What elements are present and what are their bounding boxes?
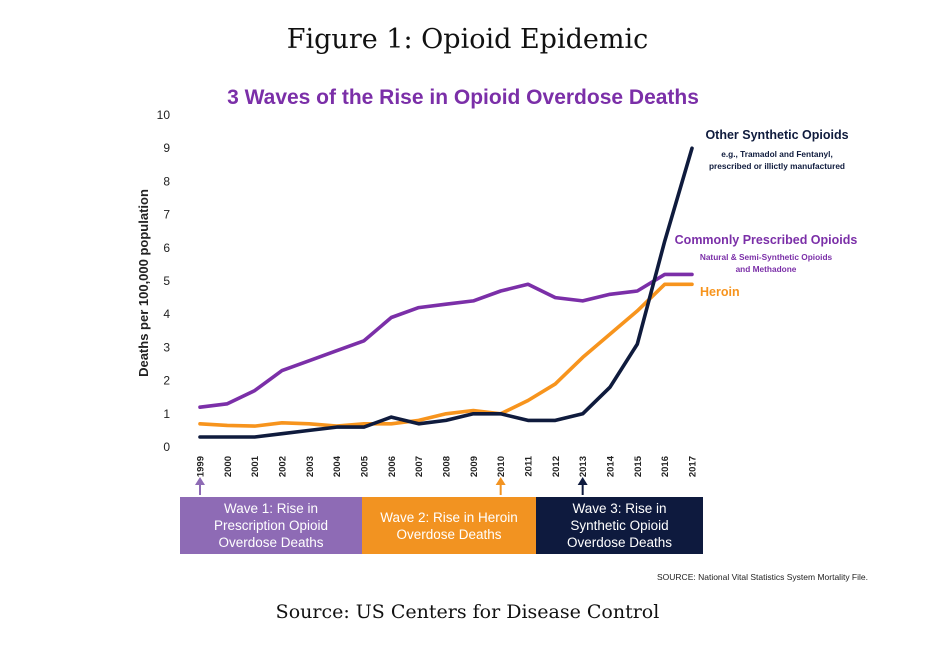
y-tick-label: 5	[163, 274, 170, 288]
series-labels: Other Synthetic Opioids e.g., Tramadol an…	[675, 128, 858, 299]
series-line-2	[198, 282, 694, 428]
x-tick-labels: 1999 2000 2001 2002 2003 2004 2005 2006 2007 2008…	[196, 455, 699, 477]
wave-label: Wave 2: Rise in Heroin Overdose Deaths	[380, 510, 518, 542]
figure-caption: Figure 1: Opioid Epidemic	[286, 24, 649, 55]
wave-box	[362, 497, 536, 554]
wave-arrow-head	[577, 477, 588, 485]
wave-arrow-head	[195, 477, 205, 485]
x-tick-label: 2004	[332, 455, 343, 477]
x-tick-label: 2017	[688, 456, 699, 477]
series-name-label: Heroin	[700, 285, 740, 299]
chart-title: 3 Waves of the Rise in Opioid Overdose D…	[227, 86, 699, 109]
x-tick-label: 2007	[414, 456, 425, 477]
y-tick-label: 0	[163, 440, 170, 454]
y-tick-label: 6	[163, 241, 170, 255]
x-tick-label: 2010	[496, 456, 507, 477]
x-tick-label: 2013	[578, 456, 589, 477]
x-tick-label: 2002	[278, 456, 289, 477]
y-tick-label: 8	[163, 174, 170, 188]
y-tick-label: 1	[163, 407, 170, 421]
x-tick-label: 2006	[387, 456, 398, 477]
x-tick-label: 2014	[606, 455, 617, 477]
x-tick-label: 2015	[633, 455, 644, 477]
y-tick-label: 4	[163, 307, 170, 321]
wave-arrow-head	[495, 477, 506, 485]
x-tick-label: 2008	[442, 456, 453, 477]
y-tick-label: 2	[163, 374, 170, 388]
x-tick-label: 2011	[524, 455, 535, 476]
y-axis-label: Deaths per 100,000 population	[136, 189, 151, 377]
chart-source: SOURCE: National Vital Statistics System…	[657, 572, 868, 582]
series-subtitle-label: e.g., Tramadol and Fentanyl, prescribed o…	[709, 149, 845, 171]
wave-boxes: Wave 1: Rise in Prescription Opioid Overdo…	[180, 497, 703, 554]
x-tick-label: 1999	[196, 456, 207, 477]
series-name-label: Commonly Prescribed Opioids	[675, 233, 858, 247]
wave-box	[536, 497, 703, 554]
x-tick-label: 2001	[250, 455, 261, 477]
series-line-0	[198, 146, 694, 439]
wave-label: Wave 3: Rise in Synthetic Opioid Overdose …	[567, 501, 672, 550]
series-line-1	[198, 272, 694, 410]
series-lines	[198, 146, 694, 439]
x-tick-label: 2016	[660, 456, 671, 477]
figure-source-note: Source: US Centers for Disease Control	[275, 601, 660, 623]
x-tick-label: 2009	[469, 456, 480, 477]
x-tick-label: 2012	[551, 456, 562, 477]
series-subtitle-label: Natural & Semi-Synthetic Opioids and Meth…	[700, 252, 833, 274]
y-tick-labels: 0 1 2 3 4 5 6 7 8 9 10	[157, 108, 171, 454]
x-tick-label: 2003	[305, 456, 316, 477]
wave-markers	[195, 477, 588, 495]
wave-label: Wave 1: Rise in Prescription Opioid Overdo…	[214, 501, 328, 550]
y-tick-label: 10	[157, 108, 171, 122]
x-tick-label: 2005	[360, 455, 371, 477]
y-tick-label: 7	[163, 208, 170, 222]
y-tick-label: 3	[163, 340, 170, 354]
wave-box	[180, 497, 362, 554]
x-tick-label: 2000	[223, 456, 234, 477]
y-tick-label: 9	[163, 141, 170, 155]
series-name-label: Other Synthetic Opioids	[705, 128, 848, 142]
